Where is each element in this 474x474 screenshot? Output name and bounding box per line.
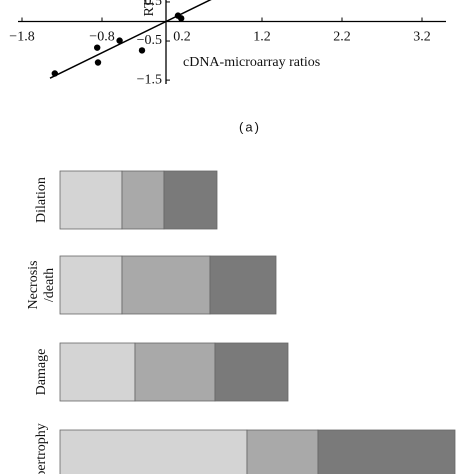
bar-segment (59, 342, 136, 402)
bar-segment (134, 342, 216, 402)
y-tick-label: −1.5 (137, 72, 162, 87)
x-tick-label: −0.8 (89, 30, 114, 45)
category-label: Necrosis/death (26, 261, 57, 310)
bar-segment (59, 170, 123, 230)
x-tick-label: −1.8 (9, 30, 34, 45)
bar-segment (59, 255, 123, 315)
bar-segment (121, 170, 165, 230)
bar-segment (121, 255, 211, 315)
bar-segment (246, 429, 319, 474)
point (51, 70, 58, 77)
point (116, 37, 123, 44)
point (94, 44, 101, 51)
bar-segment (163, 170, 218, 230)
fit-line (49, 0, 212, 79)
x-tick-label: 3.2 (413, 30, 431, 45)
x-tick-label: 0.2 (173, 30, 191, 45)
x-tick-label: 1.2 (253, 30, 271, 45)
category-label: Hypertrophy (34, 423, 49, 474)
y-axis-label: RT (142, 0, 157, 17)
bar-segment (317, 429, 456, 474)
category-label: Damage (34, 349, 49, 396)
bar-segment (59, 429, 248, 474)
y-tick-label: 0.5 (145, 0, 163, 9)
bar-segment (209, 255, 277, 315)
x-axis-label: cDNA-microarray ratios (183, 55, 320, 70)
point (94, 59, 102, 66)
category-label: Dilation (34, 177, 49, 223)
point (138, 47, 146, 54)
point (178, 15, 185, 22)
x-tick-label: 2.2 (333, 30, 351, 45)
y-tick-label: −0.5 (137, 33, 162, 48)
bar-segment (214, 342, 289, 402)
panel-label: (a) (239, 119, 261, 134)
